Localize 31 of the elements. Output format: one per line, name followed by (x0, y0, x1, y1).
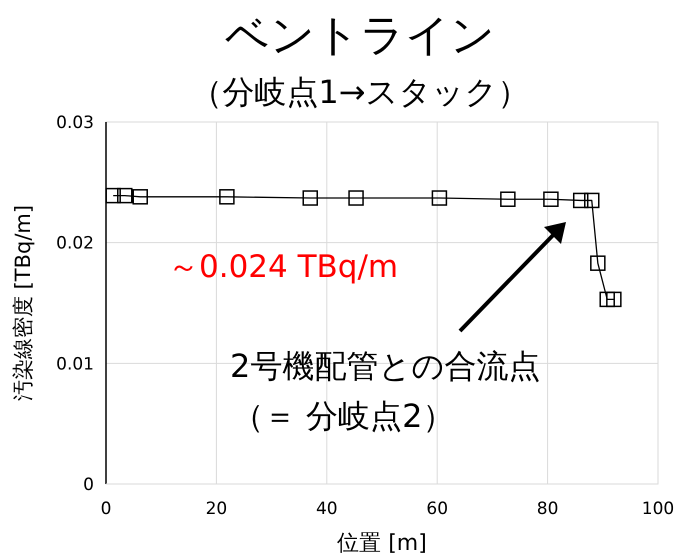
x-tick-label: 20 (206, 499, 228, 519)
point (348, 190, 364, 206)
y-axis-title: 汚染線密度 [TBq/m] (11, 204, 35, 402)
point (219, 189, 235, 205)
x-tick-label: 80 (536, 499, 558, 519)
annotation: （＝ 分岐点2） (232, 397, 455, 435)
annotation: ～0.024 TBq/m (168, 249, 398, 285)
y-tick-label: 0.02 (56, 234, 94, 254)
x-tick-label: 60 (426, 499, 448, 519)
y-tick-label: 0.03 (56, 113, 94, 133)
point (572, 192, 588, 208)
annotation: 2号機配管との合流点 (230, 347, 540, 385)
x-tick-label: 40 (316, 499, 338, 519)
point (105, 188, 121, 204)
point (599, 292, 615, 308)
point (606, 292, 622, 308)
y-tick-label: 0.01 (56, 354, 94, 374)
x-axis-title: 位置 [m] (337, 531, 427, 556)
chart-subtitle: （分岐点1→スタック） (190, 73, 530, 111)
point (132, 189, 148, 205)
point (590, 255, 606, 271)
x-tick-label: 100 (642, 499, 674, 519)
chart-title: ベントライン (225, 10, 495, 61)
point (117, 188, 133, 204)
point (432, 190, 448, 206)
y-tick-label: 0 (83, 475, 94, 495)
point (543, 191, 559, 207)
point (584, 192, 600, 208)
point (302, 190, 318, 206)
point (500, 191, 516, 207)
x-tick-label: 0 (100, 499, 112, 519)
